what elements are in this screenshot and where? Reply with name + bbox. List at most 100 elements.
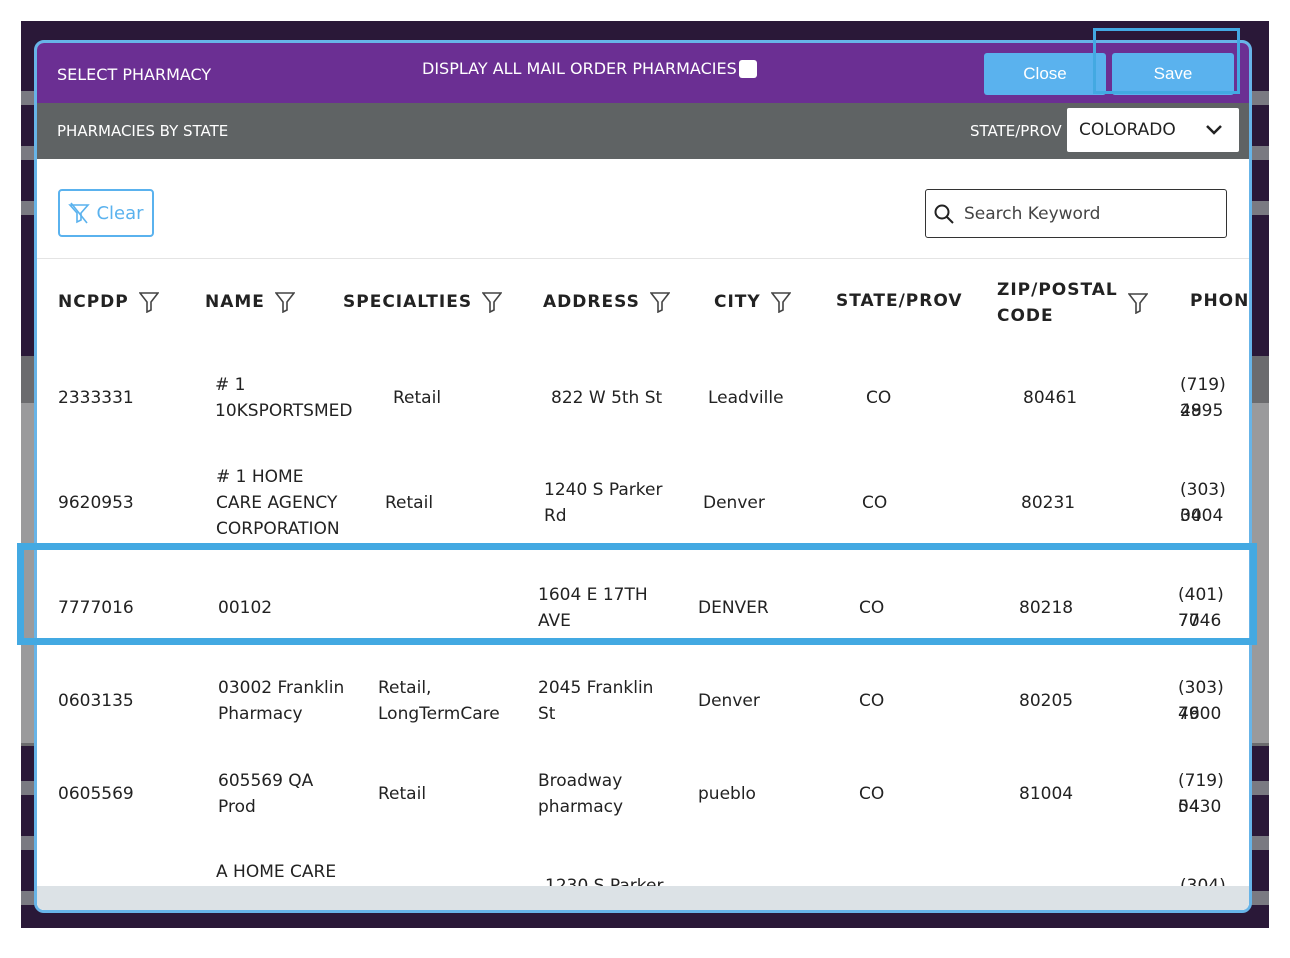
cell-zip: 80205	[1019, 691, 1074, 711]
cell-ncpdp: 7777016	[58, 598, 134, 618]
cell-name: Prod	[218, 797, 256, 817]
table-row[interactable]: 0603135 03002 Franklin Pharmacy Retail, …	[37, 655, 1249, 749]
cell-phone: (303) 30	[1180, 480, 1226, 526]
cell-state: CO	[866, 388, 892, 408]
state-label: STATE/PROV	[970, 122, 1062, 140]
cell-phone: 4900	[1178, 704, 1222, 724]
cell-name: # 1	[215, 375, 246, 395]
cell-specialties: Retail	[378, 784, 427, 804]
table-row[interactable]: 9620953 # 1 HOME CARE AGENCY CORPORATION…	[37, 444, 1249, 563]
filter-icon[interactable]	[274, 291, 295, 313]
filter-icon[interactable]	[482, 291, 503, 313]
column-header-name[interactable]: NAME	[205, 291, 295, 313]
cell-phone: 0430	[1178, 797, 1222, 817]
cell-name: CORPORATION	[216, 519, 340, 539]
cell-address: 822 W 5th St	[551, 388, 663, 408]
state-select-value: COLORADO	[1079, 120, 1176, 140]
mail-order-toggle[interactable]: DISPLAY ALL MAIL ORDER PHARMACIES	[422, 59, 757, 78]
cell-zip: 81004	[1019, 784, 1074, 804]
cell-name: 605569 QA	[218, 771, 314, 791]
table-row[interactable]: 0605569 605569 QA Prod Retail Broadway p…	[37, 748, 1249, 842]
filter-icon[interactable]	[138, 291, 159, 313]
cell-address: 1240 S Parker	[544, 480, 663, 500]
search-icon	[934, 204, 954, 224]
column-header-phone[interactable]: PHON	[1190, 291, 1249, 311]
cell-city: pueblo	[698, 784, 756, 804]
state-bar-title: PHARMACIES BY STATE	[57, 122, 229, 140]
filter-icon[interactable]	[1127, 292, 1148, 314]
column-label: SPECIALTIES	[343, 292, 473, 312]
save-button[interactable]: Save	[1112, 53, 1234, 95]
modal-footer	[37, 886, 1249, 910]
cell-specialties: Retail	[385, 493, 434, 513]
cell-name: 00102	[218, 598, 273, 618]
cell-phone: (401) 77	[1178, 585, 1224, 631]
column-label: NCPDP	[58, 292, 129, 312]
modal-header: SELECT PHARMACY DISPLAY ALL MAIL ORDER P…	[37, 43, 1249, 103]
table-row-selected[interactable]: 7777016 00102 1604 E 17TH AVE DENVER CO …	[37, 562, 1249, 656]
column-label: ADDRESS	[543, 292, 640, 312]
state-bar: PHARMACIES BY STATE STATE/PROV COLORADO	[37, 103, 1249, 159]
clear-filters-button[interactable]: Clear	[58, 189, 154, 237]
cell-state: CO	[859, 784, 885, 804]
filter-bar: Clear	[37, 171, 1249, 255]
cell-name: # 1 HOME	[216, 467, 304, 487]
cell-phone: 0404	[1180, 506, 1224, 526]
cell-ncpdp: 9620953	[58, 493, 134, 513]
mail-order-checkbox[interactable]	[738, 59, 757, 78]
cell-address: Broadway	[538, 771, 623, 791]
cell-specialties: LongTermCare	[378, 704, 500, 724]
column-header-state[interactable]: STATE/PROV	[836, 291, 962, 311]
cell-state: CO	[859, 691, 885, 711]
filter-icon[interactable]	[649, 291, 670, 313]
column-header-specialties[interactable]: SPECIALTIES	[343, 291, 503, 313]
clear-label: Clear	[96, 202, 144, 224]
column-header-city[interactable]: CITY	[714, 291, 791, 313]
cell-ncpdp: 0603135	[58, 691, 134, 711]
cell-phone: (303) 76	[1178, 678, 1224, 724]
cell-city: Leadville	[708, 388, 784, 408]
zip-header-line1: ZIP/POSTAL	[997, 280, 1118, 300]
cell-address: AVE	[538, 611, 571, 631]
state-select[interactable]: COLORADO	[1067, 108, 1239, 152]
cell-phone: (719) 29	[1180, 375, 1226, 421]
cell-zip: 80461	[1023, 388, 1078, 408]
filter-clear-icon	[68, 202, 91, 224]
zip-header-line2: CODE	[997, 306, 1054, 326]
mail-order-label: DISPLAY ALL MAIL ORDER PHARMACIES	[422, 59, 737, 78]
table-header: NCPDP NAME SPECIALTIES ADDRESS CITY STAT…	[37, 258, 1249, 354]
cell-address: 2045 Franklin	[538, 678, 654, 698]
column-label: PHON	[1190, 291, 1250, 311]
column-label: ZIP/POSTAL CODE	[997, 277, 1118, 329]
cell-address: St	[538, 704, 556, 724]
cell-name: 10KSPORTSMED	[215, 401, 353, 421]
search-input[interactable]	[962, 202, 1216, 225]
cell-specialties: Retail,	[378, 678, 432, 698]
column-header-zip[interactable]: ZIP/POSTAL CODE	[997, 277, 1148, 329]
cell-zip: 80231	[1021, 493, 1076, 513]
table-row[interactable]: 2333331 # 1 10KSPORTSMED Retail 822 W 5t…	[37, 352, 1249, 445]
column-label: STATE/PROV	[836, 291, 963, 311]
column-header-address[interactable]: ADDRESS	[543, 291, 670, 313]
cell-city: DENVER	[698, 598, 769, 618]
cell-name: CARE AGENCY	[216, 493, 338, 513]
search-field[interactable]	[925, 189, 1227, 238]
cell-state: CO	[859, 598, 885, 618]
cell-name: 03002 Franklin	[218, 678, 345, 698]
chevron-down-icon	[1206, 125, 1222, 135]
cell-ncpdp: 0605569	[58, 784, 134, 804]
modal-title: SELECT PHARMACY	[57, 65, 212, 84]
column-label: CITY	[714, 292, 761, 312]
cell-name: A HOME CARE	[216, 862, 337, 882]
cell-zip: 80218	[1019, 598, 1074, 618]
cell-address: 1604 E 17TH	[538, 585, 648, 605]
close-button[interactable]: Close	[984, 53, 1106, 95]
cell-address: pharmacy	[538, 797, 624, 817]
column-header-ncpdp[interactable]: NCPDP	[58, 291, 159, 313]
cell-state: CO	[862, 493, 888, 513]
cell-specialties: Retail	[393, 388, 442, 408]
cell-ncpdp: 2333331	[58, 388, 134, 408]
column-label: NAME	[205, 292, 265, 312]
filter-icon[interactable]	[770, 291, 791, 313]
select-pharmacy-modal: SELECT PHARMACY DISPLAY ALL MAIL ORDER P…	[34, 40, 1252, 913]
